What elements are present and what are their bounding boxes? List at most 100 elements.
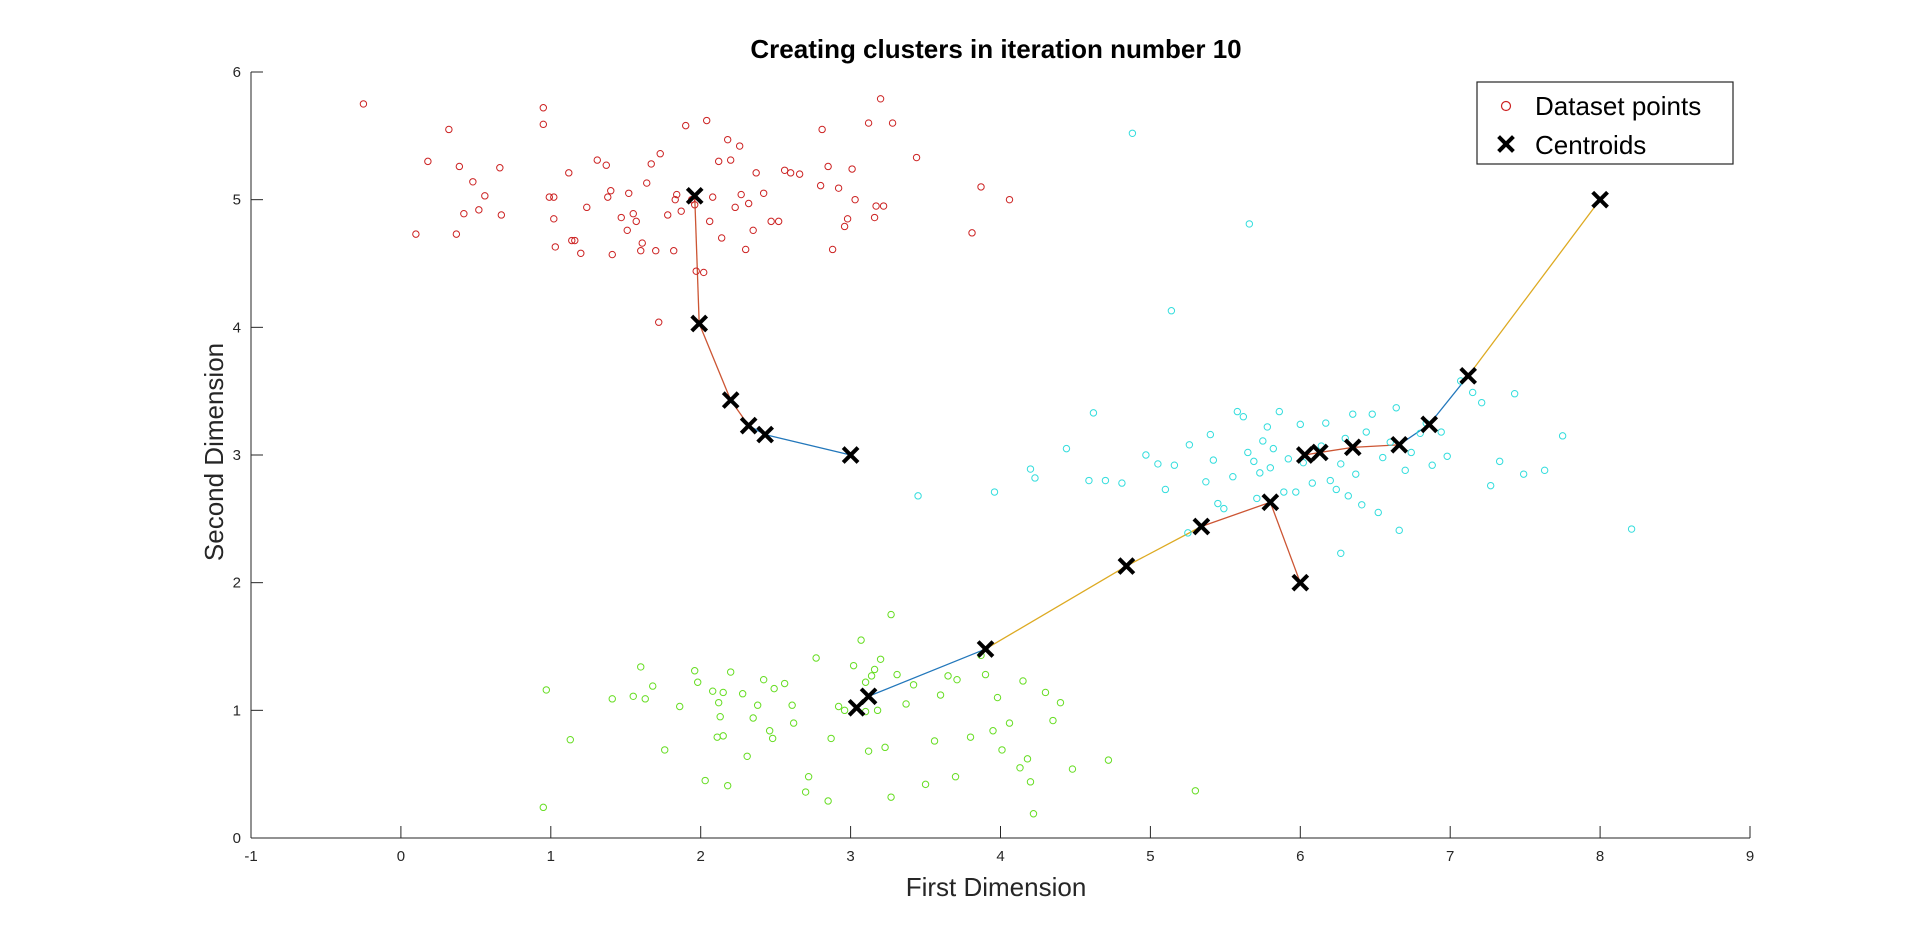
data-point (1510, 390, 1519, 398)
data-point (412, 230, 420, 238)
data-point (1296, 420, 1305, 429)
data-point (1428, 461, 1436, 469)
data-point (1142, 451, 1150, 459)
centroid-marker (1192, 517, 1211, 536)
data-point (691, 201, 699, 209)
data-point (1401, 466, 1409, 475)
data-point (1349, 410, 1357, 418)
data-point (1477, 398, 1486, 407)
data-point (893, 670, 901, 679)
data-point (1239, 413, 1248, 421)
data-point (714, 698, 723, 707)
data-point (1104, 756, 1113, 764)
data-point (1627, 525, 1636, 533)
data-point (759, 675, 768, 684)
data-point (1495, 457, 1504, 466)
data-point (881, 743, 889, 752)
x-tick-label: 0 (397, 848, 405, 865)
data-point (652, 247, 660, 255)
data-point (1468, 388, 1477, 397)
data-point (914, 492, 922, 500)
data-point (577, 249, 585, 257)
data-point (1263, 423, 1272, 431)
data-point (637, 663, 645, 671)
centroid-marker (1459, 367, 1478, 385)
data-point (1062, 444, 1071, 453)
data-point (788, 701, 796, 709)
data-point (786, 169, 795, 177)
data-point (359, 100, 368, 108)
data-point (780, 166, 789, 175)
data-point (824, 162, 832, 171)
data-point (936, 691, 945, 699)
centroid-marker (859, 687, 878, 706)
centroid-path-segment (765, 433, 851, 456)
data-point (1202, 478, 1210, 486)
centroid-marker (690, 314, 709, 333)
x-tick-label: 1 (547, 848, 555, 865)
centroid-path-segment (698, 323, 732, 401)
data-point (1443, 452, 1451, 460)
data-point (1005, 719, 1014, 727)
data-point (1322, 419, 1330, 427)
data-point (989, 727, 997, 735)
x-tick-label: 5 (1146, 848, 1154, 865)
data-point (876, 655, 885, 663)
data-point (861, 678, 870, 686)
data-point (604, 193, 612, 201)
data-point (699, 268, 708, 277)
centroid-marker (1261, 493, 1280, 512)
data-point (1337, 549, 1345, 558)
data-point (539, 104, 548, 112)
data-point (749, 714, 757, 722)
data-point (1280, 488, 1288, 496)
data-point (930, 737, 939, 745)
x-axis-label: First Dimension (906, 872, 1087, 902)
data-point (445, 125, 453, 134)
y-tick-label: 5 (233, 192, 241, 209)
data-point (641, 695, 649, 703)
centroid-path-segment (1269, 502, 1301, 583)
x-tick-label: 4 (996, 848, 1004, 865)
data-point (753, 701, 762, 709)
data-point (1220, 504, 1228, 513)
data-point (765, 727, 774, 735)
data-point (1486, 481, 1495, 490)
x-tick-label: 7 (1446, 848, 1454, 865)
data-point (1206, 430, 1215, 439)
x-ticks: -1 0 1 2 3 4 5 6 7 8 9 (244, 826, 1754, 865)
data-point (602, 161, 610, 169)
data-point (1026, 778, 1035, 786)
data-point (638, 239, 646, 247)
data-point (888, 119, 897, 127)
x-tick-label: 2 (697, 848, 705, 865)
data-point (912, 153, 921, 162)
y-tick-label: 4 (233, 319, 241, 336)
y-axis-label: Second Dimension (199, 343, 229, 561)
data-point (968, 229, 976, 237)
data-point (542, 686, 551, 694)
data-point (469, 178, 477, 186)
data-point (1368, 410, 1376, 418)
data-point (1016, 764, 1024, 772)
data-point (789, 719, 798, 727)
data-point (870, 213, 879, 222)
centroid-marker (1591, 190, 1609, 209)
x-tick-label: 3 (846, 848, 854, 865)
data-point (759, 189, 768, 197)
centroid-marker (1291, 573, 1310, 592)
data-point (977, 183, 985, 191)
data-point (1395, 526, 1403, 535)
data-point (834, 702, 843, 711)
centroid-marker (1420, 415, 1439, 434)
centroid-marker (1343, 438, 1362, 457)
data-point (1101, 476, 1110, 485)
y-tick-label: 1 (233, 702, 241, 719)
data-point (752, 169, 760, 177)
data-point (656, 150, 664, 158)
data-point (539, 120, 548, 129)
data-point (801, 788, 810, 796)
data-point (1056, 698, 1065, 707)
